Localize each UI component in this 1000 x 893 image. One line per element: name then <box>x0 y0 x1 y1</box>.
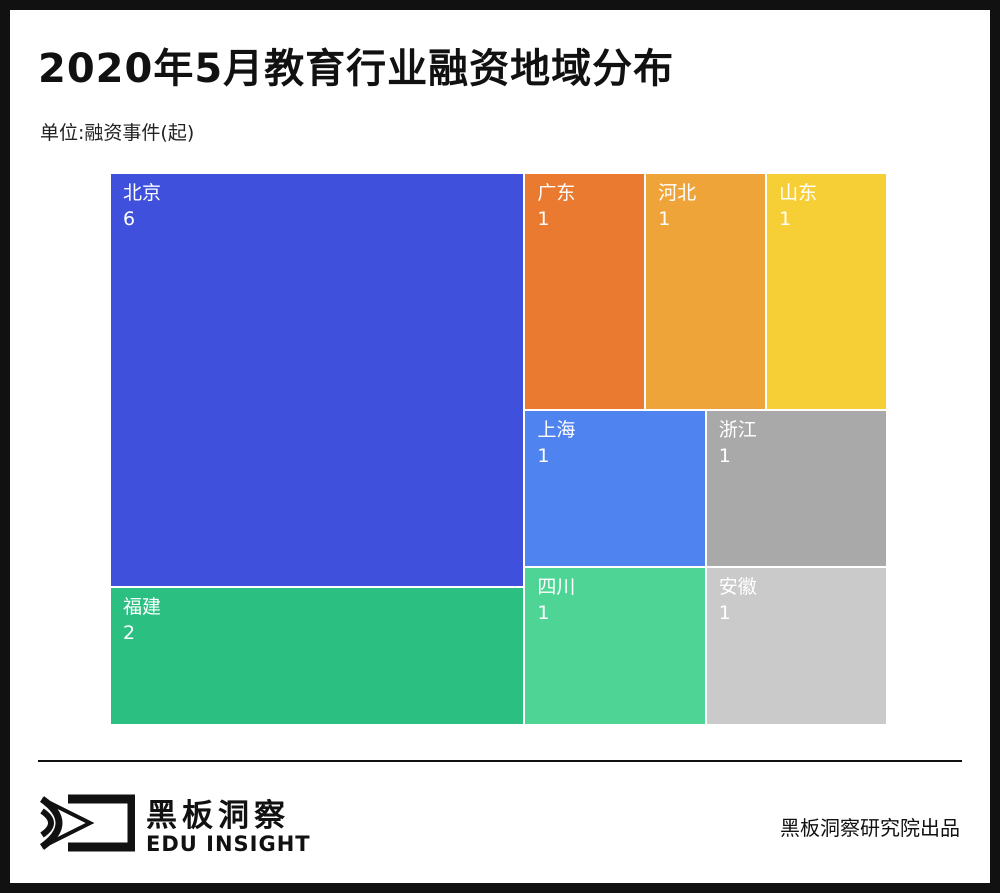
tile-value: 1 <box>779 208 792 230</box>
tile-label: 上海 <box>537 418 576 441</box>
treemap: 北京 6 福建 2 广东 1 河北 1 山东 1 上海 1 浙江 1 四川 1 安徽 1 <box>110 173 887 725</box>
treemap-tile: 山东 1 <box>766 173 887 410</box>
tile-value: 1 <box>718 444 731 467</box>
unit-label: 单位:融资事件(起) <box>40 122 195 144</box>
tile-label: 安徽 <box>718 576 757 599</box>
tile-label: 河北 <box>658 182 697 204</box>
tile-label: 北京 <box>123 182 162 204</box>
footer-divider <box>38 760 962 762</box>
treemap-tile: 广东 1 <box>524 173 646 410</box>
brand-name-en: EDU INSIGHT <box>146 832 311 856</box>
tile-value: 6 <box>123 208 136 230</box>
credit-text: 黑板洞察研究院出品 <box>780 816 960 840</box>
tile-label: 山东 <box>779 182 818 204</box>
chart-title: 2020年5月教育行业融资地域分布 <box>38 46 675 92</box>
treemap-tile: 浙江 1 <box>705 409 887 568</box>
tile-label: 四川 <box>537 576 576 599</box>
tile-value: 1 <box>718 602 731 625</box>
tile-value: 1 <box>537 208 550 230</box>
treemap-tile: 四川 1 <box>524 567 706 725</box>
tile-value: 2 <box>123 622 136 644</box>
treemap-tile: 北京 6 <box>110 173 525 587</box>
tile-label: 福建 <box>123 596 162 618</box>
treemap-tile: 安徽 1 <box>705 567 887 725</box>
tile-label: 广东 <box>537 182 576 204</box>
treemap-tile: 福建 2 <box>110 587 525 725</box>
treemap-tile: 上海 1 <box>524 409 706 568</box>
tile-value: 1 <box>658 208 671 230</box>
tile-label: 浙江 <box>718 418 757 441</box>
eye-frame-logo-icon <box>40 794 135 852</box>
treemap-tile: 河北 1 <box>645 173 767 410</box>
brand-name-cn: 黑板洞察 <box>146 798 290 834</box>
tile-value: 1 <box>537 444 550 467</box>
tile-value: 1 <box>537 602 550 625</box>
